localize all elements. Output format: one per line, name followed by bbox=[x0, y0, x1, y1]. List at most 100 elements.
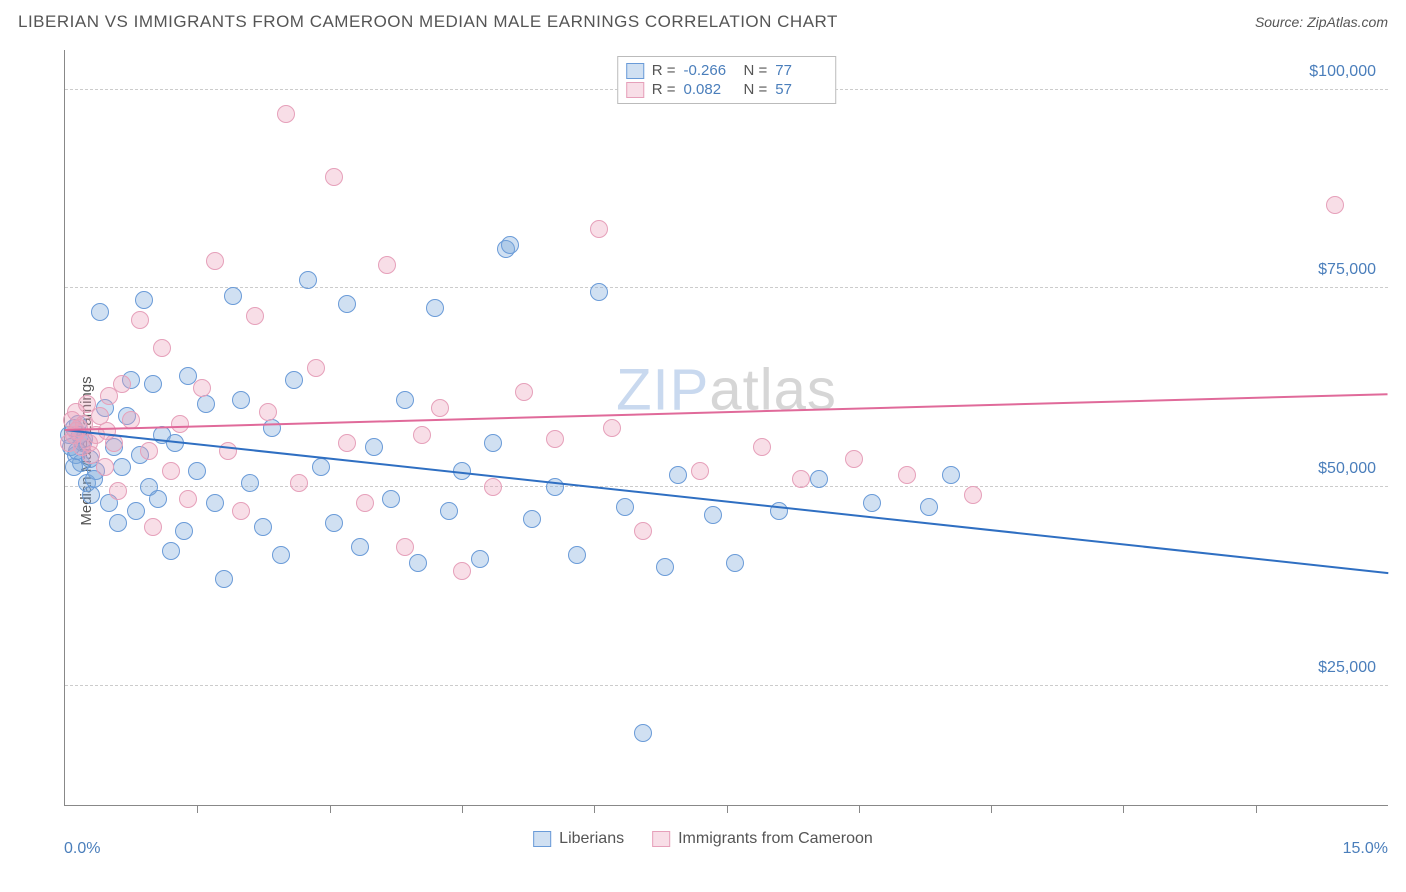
scatter-point-cameroon bbox=[413, 426, 431, 444]
scatter-point-liberians bbox=[484, 434, 502, 452]
scatter-point-liberians bbox=[634, 724, 652, 742]
x-tick bbox=[1123, 805, 1124, 813]
scatter-point-cameroon bbox=[484, 478, 502, 496]
scatter-point-liberians bbox=[501, 236, 519, 254]
x-tick bbox=[991, 805, 992, 813]
stats-legend: R =-0.266N =77R =0.082N =57 bbox=[617, 56, 837, 104]
source-prefix: Source: bbox=[1255, 14, 1307, 30]
scatter-point-liberians bbox=[726, 554, 744, 572]
scatter-point-liberians bbox=[272, 546, 290, 564]
scatter-point-cameroon bbox=[98, 422, 116, 440]
scatter-point-liberians bbox=[197, 395, 215, 413]
swatch-cameroon bbox=[626, 82, 644, 98]
scatter-point-cameroon bbox=[277, 105, 295, 123]
r-label: R = bbox=[652, 62, 676, 79]
chart-title: LIBERIAN VS IMMIGRANTS FROM CAMEROON MED… bbox=[18, 12, 838, 32]
scatter-point-liberians bbox=[263, 419, 281, 437]
scatter-point-cameroon bbox=[193, 379, 211, 397]
scatter-point-cameroon bbox=[307, 359, 325, 377]
source-attribution: Source: ZipAtlas.com bbox=[1255, 14, 1388, 30]
scatter-point-cameroon bbox=[325, 168, 343, 186]
scatter-point-liberians bbox=[113, 458, 131, 476]
scatter-point-cameroon bbox=[96, 458, 114, 476]
x-tick bbox=[330, 805, 331, 813]
scatter-point-liberians bbox=[942, 466, 960, 484]
legend-item-liberians: Liberians bbox=[533, 830, 624, 848]
scatter-point-cameroon bbox=[792, 470, 810, 488]
scatter-point-liberians bbox=[325, 514, 343, 532]
gridline-h bbox=[65, 685, 1388, 686]
scatter-point-liberians bbox=[162, 542, 180, 560]
scatter-point-cameroon bbox=[131, 311, 149, 329]
scatter-point-cameroon bbox=[356, 494, 374, 512]
scatter-point-liberians bbox=[616, 498, 634, 516]
scatter-point-cameroon bbox=[590, 220, 608, 238]
scatter-point-liberians bbox=[920, 498, 938, 516]
scatter-point-liberians bbox=[568, 546, 586, 564]
gridline-h bbox=[65, 287, 1388, 288]
scatter-point-cameroon bbox=[246, 307, 264, 325]
scatter-point-liberians bbox=[109, 514, 127, 532]
x-axis-max-label: 15.0% bbox=[1343, 840, 1388, 858]
x-tick bbox=[462, 805, 463, 813]
scatter-point-liberians bbox=[232, 391, 250, 409]
scatter-point-liberians bbox=[82, 486, 100, 504]
scatter-point-liberians bbox=[144, 375, 162, 393]
scatter-point-liberians bbox=[704, 506, 722, 524]
scatter-point-cameroon bbox=[603, 419, 621, 437]
scatter-point-cameroon bbox=[144, 518, 162, 536]
swatch-liberians bbox=[626, 63, 644, 79]
scatter-point-liberians bbox=[590, 283, 608, 301]
stats-row-cameroon: R =0.082N =57 bbox=[626, 80, 828, 99]
scatter-point-cameroon bbox=[546, 430, 564, 448]
legend-label: Immigrants from Cameroon bbox=[678, 830, 873, 848]
scatter-point-cameroon bbox=[431, 399, 449, 417]
scatter-point-liberians bbox=[312, 458, 330, 476]
scatter-point-cameroon bbox=[259, 403, 277, 421]
stats-row-liberians: R = -0.266 N = 77 bbox=[626, 61, 828, 80]
scatter-point-liberians bbox=[396, 391, 414, 409]
scatter-point-cameroon bbox=[845, 450, 863, 468]
scatter-point-cameroon bbox=[753, 438, 771, 456]
scatter-point-liberians bbox=[215, 570, 233, 588]
y-tick-label: $25,000 bbox=[1318, 659, 1376, 677]
scatter-point-cameroon bbox=[80, 434, 98, 452]
scatter-point-liberians bbox=[365, 438, 383, 456]
x-tick bbox=[594, 805, 595, 813]
scatter-point-liberians bbox=[206, 494, 224, 512]
n-label: N = bbox=[744, 81, 768, 98]
gridline-h bbox=[65, 486, 1388, 487]
scatter-point-liberians bbox=[409, 554, 427, 572]
scatter-point-liberians bbox=[656, 558, 674, 576]
scatter-point-liberians bbox=[440, 502, 458, 520]
regression-line-liberians bbox=[65, 429, 1388, 574]
y-tick-label: $75,000 bbox=[1318, 261, 1376, 279]
x-tick bbox=[727, 805, 728, 813]
scatter-point-liberians bbox=[338, 295, 356, 313]
n-value: 77 bbox=[775, 62, 827, 79]
scatter-point-cameroon bbox=[122, 411, 140, 429]
scatter-point-cameroon bbox=[1326, 196, 1344, 214]
chart-container: Median Male Earnings ZIPatlas R =-0.266N… bbox=[18, 50, 1388, 852]
scatter-point-liberians bbox=[224, 287, 242, 305]
r-value: -0.266 bbox=[684, 62, 736, 79]
y-tick-label: $50,000 bbox=[1318, 460, 1376, 478]
scatter-point-cameroon bbox=[206, 252, 224, 270]
scatter-point-cameroon bbox=[634, 522, 652, 540]
scatter-point-liberians bbox=[863, 494, 881, 512]
swatch-liberians bbox=[533, 831, 551, 847]
n-value: 57 bbox=[775, 81, 827, 98]
scatter-point-liberians bbox=[91, 303, 109, 321]
x-axis-min-label: 0.0% bbox=[64, 840, 100, 858]
scatter-point-cameroon bbox=[109, 482, 127, 500]
n-label: N = bbox=[744, 62, 768, 79]
scatter-point-liberians bbox=[351, 538, 369, 556]
scatter-point-cameroon bbox=[453, 562, 471, 580]
r-label: R = bbox=[652, 81, 676, 98]
scatter-point-liberians bbox=[285, 371, 303, 389]
legend-item-cameroon: Immigrants from Cameroon bbox=[652, 830, 873, 848]
scatter-point-liberians bbox=[669, 466, 687, 484]
scatter-point-cameroon bbox=[378, 256, 396, 274]
scatter-point-cameroon bbox=[140, 442, 158, 460]
swatch-cameroon bbox=[652, 831, 670, 847]
